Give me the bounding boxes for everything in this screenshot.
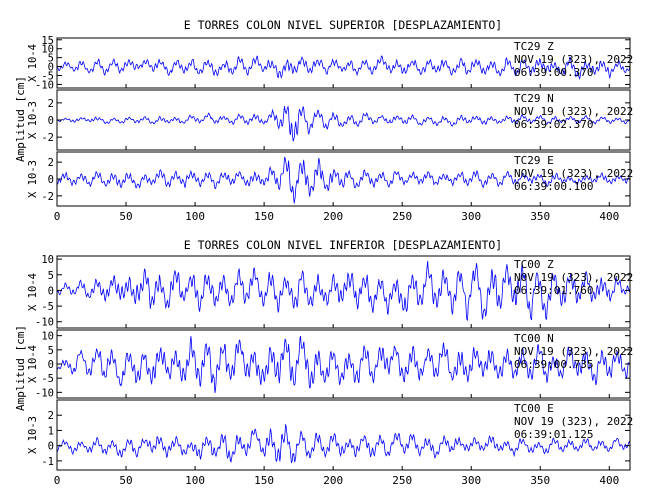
station-label: TC29 N [514,92,554,105]
y-tick-label: -10 [35,387,54,399]
waveform-trace [56,55,631,80]
y-tick-label: 0 [48,359,54,371]
y-tick-label: -5 [41,373,54,385]
time-label: 06:39:02.370 [514,118,593,131]
y-tick-label: 0 [48,62,54,74]
x-tick-label: 200 [323,474,343,487]
date-label: NOV 19 (323), 2022 [514,167,633,180]
waveform-trace [56,424,631,464]
station-label: TC00 Z [514,258,554,271]
y-tick-label: -10 [35,317,54,329]
time-label: 06:39:00.735 [514,358,593,371]
waveform-trace [56,335,630,394]
date-label: NOV 19 (323), 2022 [514,53,633,66]
x-tick-label: 200 [323,210,343,223]
x-tick-label: 150 [254,210,274,223]
y-tick-label: 1 [48,425,54,437]
x-tick-label: 150 [254,474,274,487]
scale-label: X 10-4 [27,273,39,311]
x-tick-label: 400 [599,210,619,223]
time-label: 06:39:01.125 [514,428,593,441]
x-tick-label: 0 [54,210,61,223]
x-tick-label: 400 [599,474,619,487]
x-tick-label: 300 [461,474,481,487]
x-tick-label: 50 [119,210,132,223]
date-label: NOV 19 (323), 2022 [514,415,633,428]
x-tick-label: 250 [392,474,412,487]
x-tick-label: 350 [530,210,550,223]
y-tick-label: 0 [48,174,54,186]
panel-frame [56,255,631,329]
station-label: TC00 N [514,332,554,345]
y-tick-label: -5 [41,71,54,83]
y-tick-label: 5 [48,53,54,65]
panel-frame [56,399,631,471]
y-tick-label: 0 [48,441,54,453]
scale-label: X 10-3 [27,416,39,454]
y-axis-label-upper: Amplitud [cm] [14,76,27,162]
y-tick-label: -2 [41,132,54,144]
scale-label: X 10-4 [27,345,39,383]
time-label: 06:39:00.100 [514,180,593,193]
lower-level-chart: E TORRES COLON NIVEL INFERIOR [DESPLAZAM… [14,238,633,487]
x-tick-label: 100 [185,210,205,223]
y-tick-label: 5 [48,345,54,357]
station-label: TC29 E [514,154,554,167]
y-tick-label: 2 [48,410,54,422]
station-label: TC00 E [514,402,554,415]
chart-title-upper: E TORRES COLON NIVEL SUPERIOR [DESPLAZAM… [184,18,503,32]
chart-title-lower: E TORRES COLON NIVEL INFERIOR [DESPLAZAM… [184,238,503,252]
panel-frame [56,37,631,89]
upper-level-chart: E TORRES COLON NIVEL SUPERIOR [DESPLAZAM… [14,18,633,223]
y-tick-label: -2 [41,191,54,203]
y-tick-label: 2 [48,98,54,110]
y-tick-label: 10 [41,44,54,56]
x-tick-label: 250 [392,210,412,223]
y-tick-label: 10 [41,331,54,343]
station-label: TC29 Z [514,40,554,53]
date-label: NOV 19 (323), 2022 [514,345,633,358]
date-label: NOV 19 (323), 2022 [514,271,633,284]
x-tick-label: 100 [185,474,205,487]
y-tick-label: -10 [35,79,54,91]
waveform-trace [56,260,631,322]
time-label: 06:39:01.760 [514,284,593,297]
x-tick-label: 0 [54,474,61,487]
y-tick-label: 0 [48,115,54,127]
x-tick-label: 350 [530,474,550,487]
waveform-trace [56,156,631,204]
y-tick-label: -5 [41,301,54,313]
y-tick-label: 5 [48,270,54,282]
waveform-trace [56,105,630,142]
y-tick-label: 10 [41,254,54,266]
y-tick-label: 0 [48,285,54,297]
x-tick-label: 300 [461,210,481,223]
y-tick-label: 15 [41,35,54,47]
x-tick-label: 50 [119,474,132,487]
y-axis-label-lower: Amplitud [cm] [14,325,27,411]
y-tick-label: -1 [41,456,54,468]
y-tick-label: 2 [48,157,54,169]
scale-label: X 10-4 [27,44,39,82]
time-label: 06:39:00.370 [514,66,593,79]
date-label: NOV 19 (323), 2022 [514,105,633,118]
scale-label: X 10-3 [27,160,39,198]
scale-label: X 10-3 [27,101,39,139]
